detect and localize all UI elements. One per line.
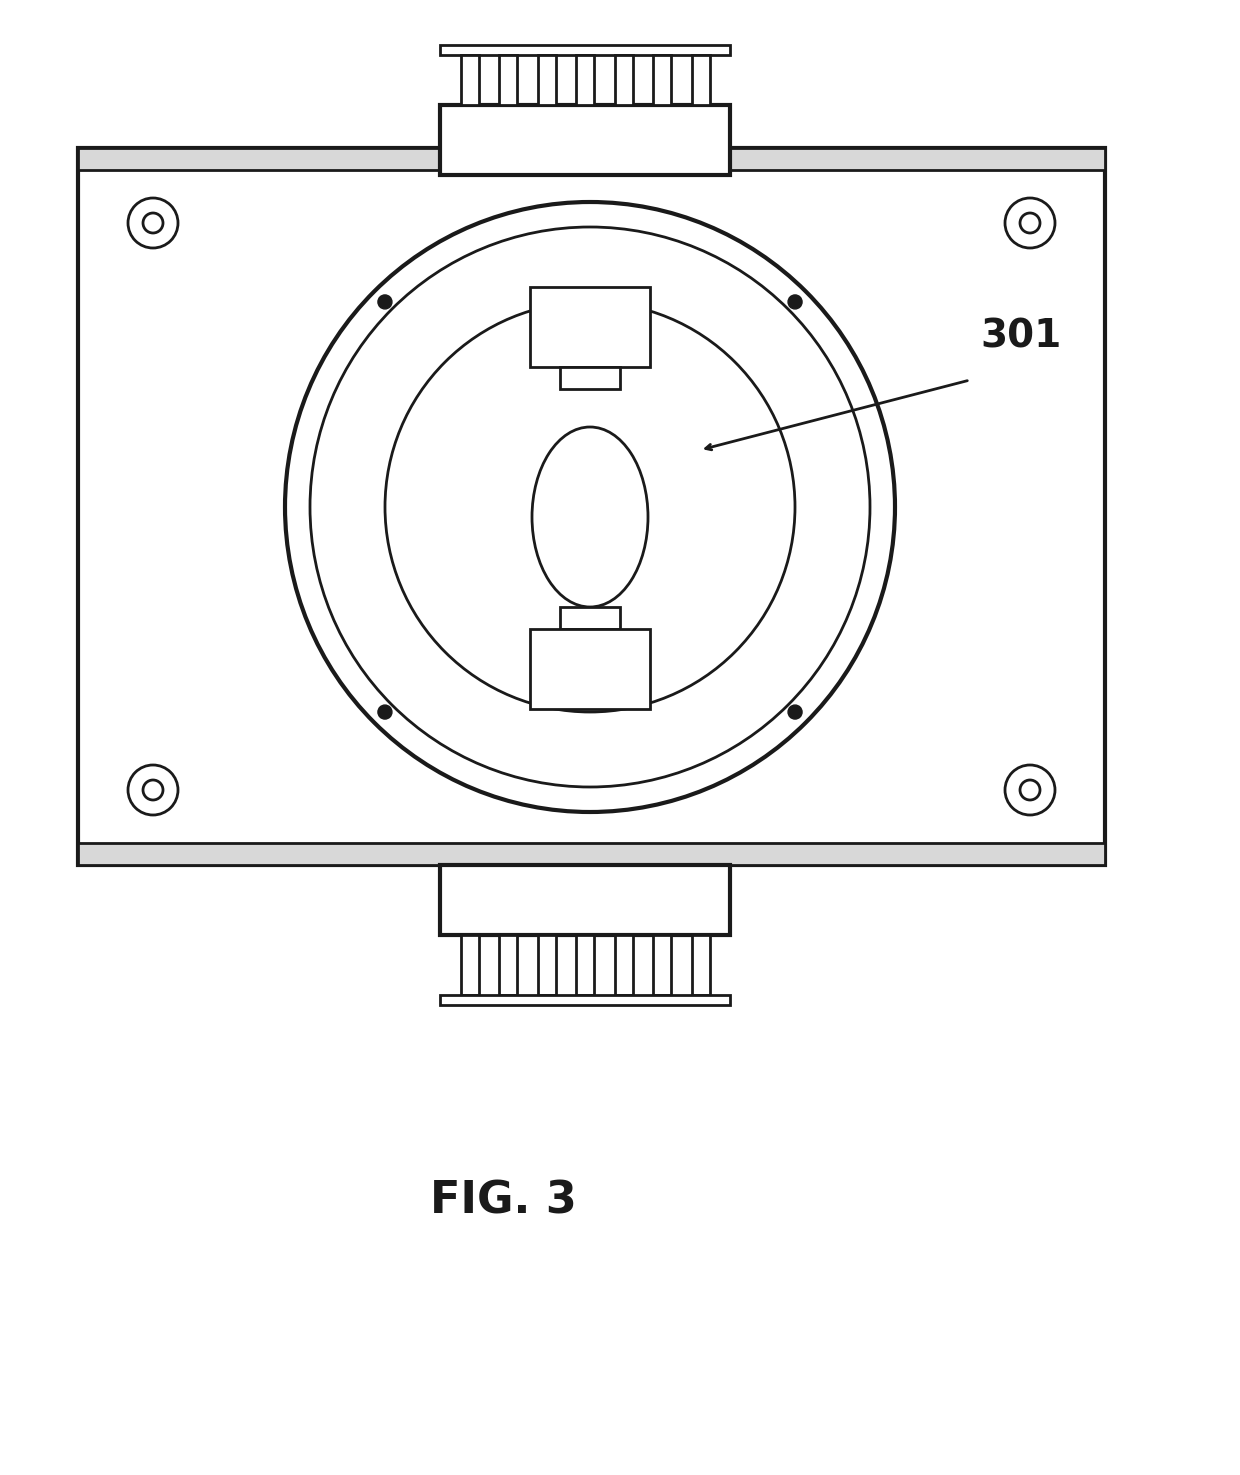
- Bar: [615, 935, 632, 996]
- Bar: [440, 46, 730, 55]
- Bar: [537, 55, 556, 105]
- Circle shape: [1004, 198, 1055, 248]
- Bar: [577, 935, 594, 996]
- Circle shape: [1021, 780, 1040, 799]
- Circle shape: [143, 780, 162, 799]
- Circle shape: [128, 198, 179, 248]
- Circle shape: [128, 766, 179, 816]
- Bar: [577, 55, 594, 105]
- Text: 301: 301: [980, 317, 1061, 355]
- Bar: [440, 864, 730, 935]
- Ellipse shape: [532, 426, 649, 608]
- Bar: [498, 55, 517, 105]
- Bar: [692, 935, 709, 996]
- Circle shape: [143, 212, 162, 233]
- Bar: [529, 288, 650, 367]
- Bar: [560, 367, 620, 389]
- Bar: [498, 935, 517, 996]
- Circle shape: [789, 705, 802, 718]
- Bar: [560, 608, 620, 628]
- Circle shape: [384, 302, 795, 712]
- Bar: [653, 55, 671, 105]
- Bar: [615, 55, 632, 105]
- Bar: [692, 55, 709, 105]
- Bar: [78, 148, 1105, 864]
- Circle shape: [378, 705, 392, 718]
- Circle shape: [285, 202, 895, 813]
- Bar: [440, 105, 730, 176]
- Text: FIG. 3: FIG. 3: [430, 1180, 577, 1223]
- Circle shape: [1004, 766, 1055, 816]
- Circle shape: [310, 227, 870, 788]
- Bar: [653, 935, 671, 996]
- Bar: [529, 628, 650, 709]
- Circle shape: [378, 295, 392, 308]
- Bar: [537, 935, 556, 996]
- Circle shape: [789, 295, 802, 308]
- Circle shape: [1021, 212, 1040, 233]
- Bar: [440, 996, 730, 1004]
- Bar: [460, 55, 479, 105]
- Bar: [460, 935, 479, 996]
- Bar: [78, 148, 1105, 170]
- Bar: [78, 844, 1105, 864]
